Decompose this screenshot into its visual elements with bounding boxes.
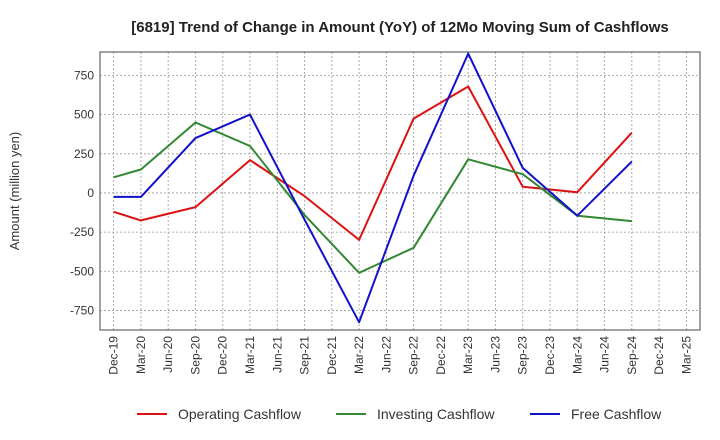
y-tick-label: 500 [74, 108, 94, 122]
y-tick-label: -500 [70, 264, 94, 278]
x-tick-label: Sep-22 [407, 336, 421, 375]
y-tick-label: -250 [70, 225, 94, 239]
y-tick-label: 250 [74, 147, 94, 161]
x-tick-label: Dec-23 [543, 336, 557, 375]
x-ticks: Dec-19 Mar-20 Jun-20 Sep-20 Dec-20 Mar-21 Jun-… [107, 336, 694, 375]
series-line-free-cashflow [113, 52, 633, 324]
x-tick-label: Mar-20 [134, 336, 148, 374]
y-tick-label: 750 [74, 68, 94, 82]
x-tick-label: Sep-24 [625, 336, 639, 375]
series-line-investing-cashflow [113, 121, 632, 274]
series-lines [113, 52, 633, 324]
x-tick-label: Mar-21 [243, 336, 257, 374]
y-ticks: -750 -500 -250 0 250 500 750 [70, 68, 94, 317]
x-tick-label: Sep-20 [188, 336, 202, 375]
x-tick-label: Mar-25 [679, 336, 693, 374]
x-tick-label: Mar-23 [461, 336, 475, 374]
legend-label: Free Cashflow [571, 406, 662, 422]
x-tick-label: Mar-22 [352, 336, 366, 374]
legend-label: Operating Cashflow [178, 406, 302, 422]
x-tick-label: Jun-24 [598, 336, 612, 373]
y-axis-label: Amount (million yen) [7, 132, 22, 251]
x-tick-label: Jun-20 [161, 336, 175, 373]
x-tick-label: Dec-21 [325, 336, 339, 375]
x-tick-label: Sep-23 [516, 336, 530, 375]
x-tick-label: Jun-21 [270, 336, 284, 373]
x-tick-label: Jun-23 [488, 336, 502, 373]
x-tick-label: Dec-20 [216, 336, 230, 375]
x-tick-label: Mar-24 [570, 336, 584, 374]
chart-title: [6819] Trend of Change in Amount (YoY) o… [131, 19, 669, 36]
grid [100, 52, 700, 330]
x-tick-label: Sep-21 [298, 336, 312, 375]
x-tick-label: Dec-19 [107, 336, 121, 375]
y-tick-label: 0 [87, 186, 94, 200]
legend-label: Investing Cashflow [377, 406, 495, 422]
plot-frame [99, 51, 701, 331]
x-tick-label: Dec-24 [652, 336, 666, 375]
x-tick-label: Dec-22 [434, 336, 448, 375]
x-tick-label: Jun-22 [379, 336, 393, 373]
legend: Operating Cashflow Investing Cashflow Free… [137, 406, 662, 422]
y-tick-label: -750 [70, 303, 94, 317]
series-line-operating-cashflow [113, 85, 633, 241]
